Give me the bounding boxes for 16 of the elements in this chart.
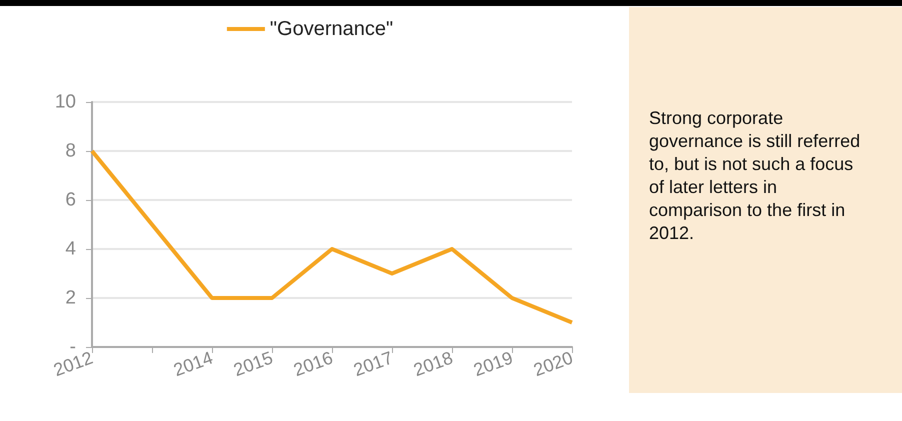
x-tick-label: 2019 — [470, 348, 516, 380]
x-tick-label: 2017 — [350, 348, 396, 380]
line-series — [90, 149, 574, 324]
y-tick-label: 4 — [65, 238, 76, 260]
x-tick-label: 2016 — [290, 348, 336, 380]
legend-label: "Governance" — [270, 18, 394, 40]
y-tick-label: 10 — [54, 92, 76, 112]
y-tick-label: - — [70, 336, 76, 358]
x-tick-label: 2018 — [410, 348, 456, 380]
text: Strong corporate governance is still referred to, but is not such a focus of later letters in comparison to the first in 2012. — [649, 107, 862, 245]
x-tick-label: 2014 — [170, 348, 216, 380]
y-tick-label: 6 — [65, 190, 76, 210]
x-tick-label: 2020 — [530, 348, 576, 380]
y-tick-label: 2 — [65, 288, 76, 308]
y-tick-label: 8 — [65, 140, 76, 162]
x-tick-label: 2015 — [230, 348, 276, 380]
